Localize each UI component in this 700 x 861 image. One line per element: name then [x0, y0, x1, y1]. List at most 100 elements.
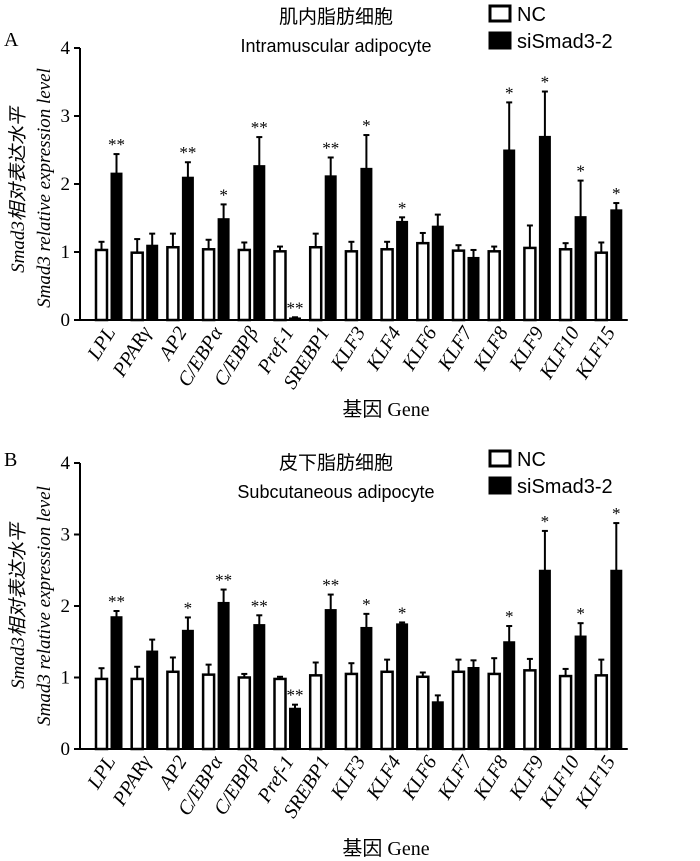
bar-si-KLF15: [610, 569, 623, 750]
y-tick-label-b: 4: [61, 453, 71, 474]
bar-nc-KLF15: [594, 674, 609, 751]
bar-si-KLF9: [538, 135, 551, 321]
x-tick-label-a: KLF7: [433, 322, 477, 375]
bar-si-PPARγ: [146, 244, 159, 321]
bar-nc-KLF6: [416, 241, 430, 322]
significance-mark: *: [184, 598, 193, 617]
bar-si-KLF8: [503, 149, 516, 321]
bar-nc-KLF3: [344, 250, 359, 322]
bar-si-SREBP1: [324, 609, 337, 750]
y-axis-label-b-en-group: Smad3 relative expression level: [34, 486, 55, 726]
bar-nc-Pref-1: [273, 677, 287, 751]
panel-label-b: B: [4, 449, 17, 471]
significance-mark: *: [505, 607, 514, 626]
y-tick-label-a: 3: [61, 106, 71, 127]
bar-nc-LPL: [94, 677, 109, 751]
significance-mark: **: [179, 143, 196, 162]
y-tick-label-b: 1: [61, 668, 71, 689]
bar-nc-KLF9: [523, 669, 537, 751]
x-tick-label-b: KLF8: [469, 752, 513, 804]
legend-a-si-label: siSmad3-2: [517, 31, 613, 53]
bar-nc-Pref-1: [273, 250, 287, 322]
bar-si-LPL: [110, 616, 123, 750]
bar-nc-PPARγ: [130, 251, 144, 322]
significance-mark: *: [398, 603, 407, 622]
bar-si-PPARγ: [146, 650, 159, 750]
significance-mark: **: [215, 571, 232, 590]
y-tick-label-a: 4: [61, 38, 71, 59]
bar-si-KLF3: [360, 167, 373, 321]
bar-nc-KLF8: [487, 672, 501, 751]
significance-mark: *: [219, 185, 228, 204]
y-tick-label-a: 2: [61, 174, 71, 195]
y-tick-label-b: 0: [61, 739, 71, 760]
significance-mark: *: [362, 595, 371, 614]
bar-nc-KLF6: [416, 675, 430, 751]
bar-si-C/EBPα: [217, 218, 230, 321]
x-tick-label-a: KLF4: [362, 323, 406, 375]
bar-si-KLF4: [396, 623, 409, 750]
significance-mark: **: [322, 576, 339, 595]
significance-mark: *: [612, 504, 621, 523]
bar-nc-PPARγ: [130, 677, 144, 751]
bar-nc-SREBP1: [308, 245, 323, 322]
significance-mark: *: [541, 512, 550, 531]
legend-b-nc-swatch: [488, 449, 512, 468]
bar-si-KLF7: [467, 256, 480, 321]
bar-si-LPL: [110, 172, 123, 321]
significance-mark: **: [251, 596, 268, 615]
panel-a: A 肌内脂肪细胞 Intramuscular adipocyte Smad3相对…: [4, 4, 628, 421]
x-axis-label-b: 基因 Gene: [342, 837, 429, 860]
bar-nc-KLF10: [558, 248, 573, 322]
y-tick-label-b: 3: [61, 525, 71, 546]
legend-a-nc-label: NC: [517, 4, 546, 26]
y-tick-label-b: 2: [61, 596, 71, 617]
bar-si-KLF8: [503, 641, 516, 750]
bar-si-C/EBPβ: [253, 165, 266, 321]
bar-si-KLF10: [574, 216, 587, 321]
bar-nc-KLF15: [594, 251, 609, 322]
bar-nc-C/EBPα: [201, 248, 216, 322]
significance-mark: **: [287, 686, 304, 705]
bar-si-KLF3: [360, 626, 373, 750]
x-axis-label-a: 基因 Gene: [342, 398, 429, 421]
legend-b-nc-label: NC: [517, 449, 546, 471]
bar-si-KLF7: [467, 666, 480, 750]
bar-si-KLF15: [610, 209, 623, 321]
legend-a-si-swatch: [488, 31, 512, 50]
legend-b-si-label: siSmad3-2: [517, 476, 613, 498]
x-tick-label-a: KLF3: [326, 323, 370, 375]
significance-mark: *: [576, 604, 585, 623]
y-axis-label-a-en-group: Smad3 relative expression level: [34, 68, 55, 308]
bar-si-SREBP1: [324, 175, 337, 321]
y-axis-label-b-cn-group: Smad3相对表达水平: [8, 521, 29, 689]
bar-nc-KLF7: [451, 249, 466, 322]
y-axis-label-b-cn: Smad3相对表达水平: [8, 521, 29, 689]
bar-nc-KLF10: [558, 674, 573, 751]
bar-nc-AP2: [166, 670, 180, 751]
bar-nc-SREBP1: [308, 674, 323, 751]
x-tick-label-b: PPARγ: [108, 751, 156, 810]
significance-mark: **: [108, 135, 125, 154]
significance-mark: *: [505, 83, 514, 102]
bar-nc-KLF8: [487, 250, 501, 322]
plot-area-b: 01234**LPLPPARγ*AP2**C/EBPα**C/EBPβ**Pre…: [61, 453, 628, 822]
bar-nc-C/EBPβ: [237, 248, 252, 322]
bar-si-KLF6: [431, 701, 444, 750]
y-tick-label-a: 1: [61, 242, 71, 263]
x-tick-label-b: KLF3: [326, 752, 370, 804]
bar-si-C/EBPβ: [253, 624, 266, 750]
x-tick-label-a: PPARγ: [108, 322, 156, 381]
chart-a-title-cn: 肌内脂肪细胞: [279, 6, 393, 28]
bar-nc-KLF9: [523, 246, 537, 322]
significance-mark: **: [108, 592, 125, 611]
y-axis-label-a-cn-group: Smad3相对表达水平: [8, 105, 29, 273]
chart-b-title-cn: 皮下脂肪细胞: [279, 452, 393, 474]
bar-si-Pref-1: [289, 707, 301, 750]
x-tick-label-a: KLF8: [469, 323, 513, 375]
bar-nc-KLF3: [344, 672, 359, 751]
x-tick-label-b: KLF7: [433, 751, 477, 804]
plot-area-a: 01234**LPLPPARγ**AP2*C/EBPα**C/EBPβ**Pre…: [61, 38, 628, 393]
legend-a-nc-swatch: [488, 4, 512, 23]
significance-mark: **: [287, 298, 304, 317]
